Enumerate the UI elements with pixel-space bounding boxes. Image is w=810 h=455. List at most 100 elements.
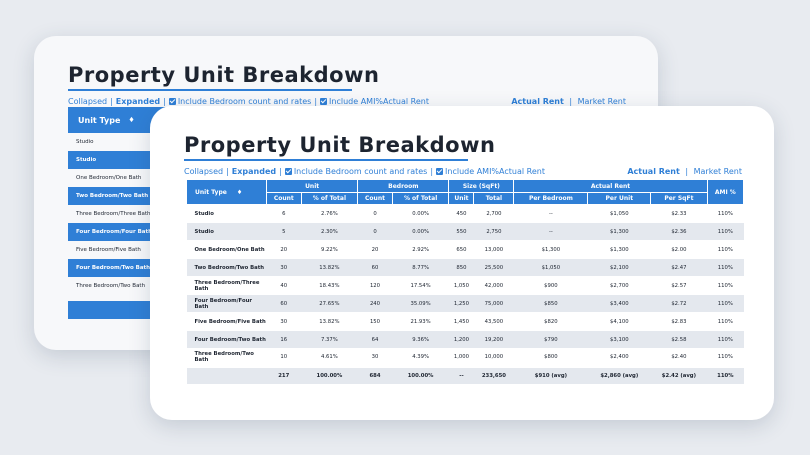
cell-bcount: 30 bbox=[357, 348, 393, 367]
cell-per-unit: $1,050 bbox=[587, 204, 651, 223]
separator: | bbox=[314, 96, 318, 106]
cell-bcount: 120 bbox=[357, 276, 393, 295]
ami-checkbox-label[interactable]: Include AMI%Actual Rent bbox=[445, 166, 545, 176]
cell-count: 5 bbox=[266, 222, 302, 241]
ami-checkbox[interactable] bbox=[436, 167, 444, 175]
unit-type-header[interactable]: Unit Type ♦ bbox=[186, 179, 267, 205]
bedroom-checkbox[interactable] bbox=[284, 167, 292, 175]
back-row: Three Bedroom/Three Bath bbox=[76, 211, 151, 217]
market-rent-link[interactable]: Market Rent bbox=[693, 166, 742, 176]
cell-per-sqft: $2.83 bbox=[650, 312, 708, 331]
cell-ami: 110% bbox=[707, 312, 744, 331]
cell-ami: 110% bbox=[707, 294, 744, 313]
cell-per-unit: $4,100 bbox=[587, 312, 651, 331]
sort-icon[interactable]: ♦ bbox=[128, 116, 135, 124]
cell-bcount: 60 bbox=[357, 258, 393, 277]
cell-bpct: 17.54% bbox=[392, 276, 449, 295]
separator: | bbox=[110, 96, 113, 106]
cell-per-sqft: $2.42 (avg) bbox=[650, 365, 708, 385]
back-collapsed-link[interactable]: Collapsed bbox=[68, 96, 108, 106]
cell-pct: 4.61% bbox=[301, 348, 358, 367]
cell-stotal: 75,000 bbox=[473, 294, 514, 313]
unit-type-cell: Three Bedroom/Two Bath bbox=[186, 348, 267, 367]
table-row: Studio 6 2.76% 0 0.00% 450 2,700 -- $1,050 $2.33 1… bbox=[186, 204, 744, 223]
cell-per-unit: $2,700 bbox=[587, 276, 651, 295]
bedroom-pct-header: % of Total bbox=[391, 192, 450, 205]
back-row: Five Bedroom/Five Bath bbox=[76, 247, 141, 253]
expanded-link[interactable]: Expanded bbox=[231, 166, 277, 176]
back-actual-rent-link[interactable]: Actual Rent bbox=[511, 96, 564, 106]
cell-per-unit: $2,860 (avg) bbox=[587, 365, 651, 385]
cell-bpct: 21.93% bbox=[392, 312, 449, 331]
cell-per-unit: $3,100 bbox=[587, 330, 651, 349]
cell-count: 40 bbox=[266, 276, 302, 295]
view-controls: Collapsed | Expanded | Include Bedroom c… bbox=[184, 165, 742, 177]
cell-stotal: 2,700 bbox=[473, 204, 514, 223]
cell-per-unit: $2,400 bbox=[587, 348, 651, 367]
cell-bpct: 8.77% bbox=[392, 258, 449, 277]
unit-type-cell: Two Bedroom/Two Bath bbox=[186, 258, 267, 277]
front-report-card: Property Unit Breakdown Collapsed | Expa… bbox=[150, 106, 774, 420]
back-title-underline bbox=[68, 89, 352, 91]
back-market-rent-link[interactable]: Market Rent bbox=[577, 96, 626, 106]
cell-bcount: 684 bbox=[357, 365, 393, 385]
back-ami-checkbox-label[interactable]: Include AMI%Actual Rent bbox=[329, 96, 429, 106]
cell-stotal: 10,000 bbox=[473, 348, 514, 367]
separator: | bbox=[569, 96, 573, 106]
cell-stotal: 43,500 bbox=[473, 312, 514, 331]
cell-per-sqft: $2.72 bbox=[650, 294, 708, 313]
back-row: Three Bedroom/Two Bath bbox=[76, 283, 146, 289]
cell-per-unit: $2,100 bbox=[587, 258, 651, 277]
cell-stotal: 13,000 bbox=[473, 240, 514, 259]
separator: | bbox=[163, 96, 166, 106]
cell-bcount: 64 bbox=[357, 330, 393, 349]
cell-per-sqft: $2.36 bbox=[650, 222, 708, 241]
cell-stotal: 25,500 bbox=[473, 258, 514, 277]
cell-per-unit: $1,300 bbox=[587, 240, 651, 259]
back-ami-checkbox[interactable] bbox=[320, 97, 328, 105]
cell-bpct: 9.36% bbox=[392, 330, 449, 349]
cell-bcount: 0 bbox=[357, 204, 393, 223]
cell-per-bed: $900 bbox=[513, 276, 588, 295]
unit-type-cell: Five Bedroom/Five Bath bbox=[186, 312, 267, 331]
cell-bpct: 35.09% bbox=[392, 294, 449, 313]
table-row: Studio 5 2.30% 0 0.00% 550 2,750 -- $1,300 $2.36 1… bbox=[186, 222, 744, 241]
table-row: Five Bedroom/Five Bath 30 13.82% 150 21.93% 1… bbox=[186, 312, 744, 331]
back-bedroom-checkbox[interactable] bbox=[168, 97, 176, 105]
per-unit-header: Per Unit bbox=[587, 192, 652, 205]
cell-sunit: 850 bbox=[448, 258, 474, 277]
cell-per-bed: $850 bbox=[513, 294, 588, 313]
cell-ami: 110% bbox=[707, 330, 744, 349]
back-expanded-link[interactable]: Expanded bbox=[115, 96, 161, 106]
rent-toggle: Actual Rent | Market Rent bbox=[627, 167, 742, 176]
unit-type-cell bbox=[186, 365, 267, 385]
bedroom-checkbox-label[interactable]: Include Bedroom count and rates bbox=[293, 166, 428, 176]
cell-per-sqft: $2.40 bbox=[650, 348, 708, 367]
cell-ami: 110% bbox=[707, 222, 744, 241]
unit-type-cell: One Bedroom/One Bath bbox=[186, 240, 267, 259]
cell-per-unit: $1,300 bbox=[587, 222, 651, 241]
sort-icon[interactable]: ♦ bbox=[236, 188, 243, 196]
cell-bpct: 0.00% bbox=[392, 204, 449, 223]
cell-ami: 110% bbox=[707, 204, 744, 223]
actual-rent-link[interactable]: Actual Rent bbox=[627, 166, 680, 176]
collapsed-link[interactable]: Collapsed bbox=[184, 166, 224, 176]
table-row: Three Bedroom/Two Bath 10 4.61% 30 4.39% 1,00… bbox=[186, 348, 744, 367]
cell-bcount: 240 bbox=[357, 294, 393, 313]
cell-sunit: 1,450 bbox=[448, 312, 474, 331]
back-bedroom-checkbox-label[interactable]: Include Bedroom count and rates bbox=[177, 96, 312, 106]
cell-pct: 18.43% bbox=[301, 276, 358, 295]
cell-pct: 13.82% bbox=[301, 312, 358, 331]
total-row: 217 100.00% 684 100.00% -- 233,650 $910 (avg) $… bbox=[186, 365, 744, 385]
unit-breakdown-table: Unit Type ♦ Unit Bedroom Size (SqFt) Act… bbox=[186, 179, 745, 385]
separator: | bbox=[685, 166, 689, 176]
separator: | bbox=[279, 166, 282, 176]
cell-per-bed: $790 bbox=[513, 330, 588, 349]
title-underline bbox=[184, 159, 468, 161]
cell-sunit: 650 bbox=[448, 240, 474, 259]
cell-per-bed: -- bbox=[513, 222, 588, 241]
cell-per-sqft: $2.47 bbox=[650, 258, 708, 277]
table-row: Two Bedroom/Two Bath 30 13.82% 60 8.77% 850 25… bbox=[186, 258, 744, 277]
back-row: One Bedroom/One Bath bbox=[76, 175, 142, 181]
cell-pct: 7.37% bbox=[301, 330, 358, 349]
